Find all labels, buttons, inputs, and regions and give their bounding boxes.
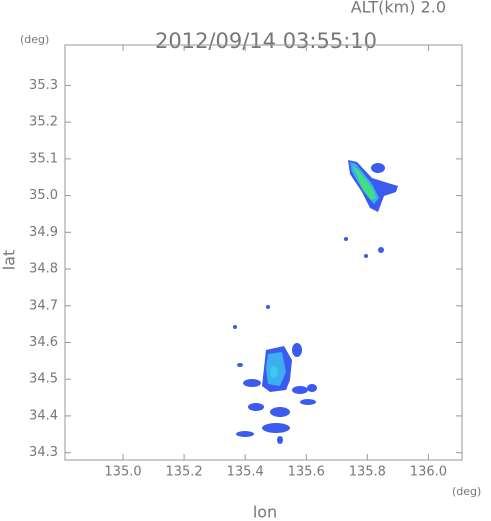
- y-tick-label: 35.0: [29, 188, 58, 203]
- chart-title: 2012/09/14 03:55:10: [155, 29, 377, 53]
- y-tick-label: 34.4: [29, 408, 58, 423]
- echo: [292, 386, 308, 394]
- altitude-label: ALT(km) 2.0: [351, 0, 446, 17]
- y-axis-label: lat: [0, 250, 19, 271]
- radar-echoes: [233, 160, 398, 444]
- echo: [378, 247, 384, 253]
- echo: [266, 305, 270, 309]
- echo: [236, 431, 254, 437]
- echo: [248, 403, 264, 411]
- echo: [344, 237, 348, 241]
- x-tick-label: 135.4: [227, 465, 264, 480]
- y-tick-label: 34.5: [29, 372, 58, 387]
- y-tick-label: 34.3: [29, 445, 58, 460]
- echo: [371, 163, 385, 173]
- y-tick-label: 35.3: [29, 78, 58, 93]
- echo: [237, 363, 243, 367]
- x-tick-label: 135.0: [104, 465, 141, 480]
- echo: [262, 423, 290, 433]
- echo: [270, 366, 278, 378]
- x-tick-label: 135.8: [349, 465, 386, 480]
- y-tick-label: 35.1: [29, 151, 58, 166]
- echo: [270, 407, 290, 417]
- y-tick-label: 34.6: [29, 335, 58, 350]
- x-tick-label: 136.0: [410, 465, 447, 480]
- y-tick-label: 35.2: [29, 115, 58, 130]
- x-tick-label: 135.6: [288, 465, 325, 480]
- x-unit: (deg): [452, 485, 481, 498]
- y-unit: (deg): [20, 33, 49, 46]
- echo: [300, 399, 316, 405]
- echo: [233, 325, 237, 329]
- y-tick-label: 34.7: [29, 298, 58, 313]
- echo: [353, 166, 376, 200]
- plot-frame: [64, 44, 463, 461]
- echo: [277, 436, 283, 444]
- y-tick-label: 34.9: [29, 225, 58, 240]
- echo: [243, 379, 261, 387]
- x-tick-label: 135.2: [165, 465, 202, 480]
- y-tick-label: 34.8: [29, 262, 58, 277]
- echo: [307, 384, 317, 392]
- x-axis-label: lon: [253, 503, 277, 521]
- echo: [364, 254, 368, 258]
- echo: [292, 343, 302, 357]
